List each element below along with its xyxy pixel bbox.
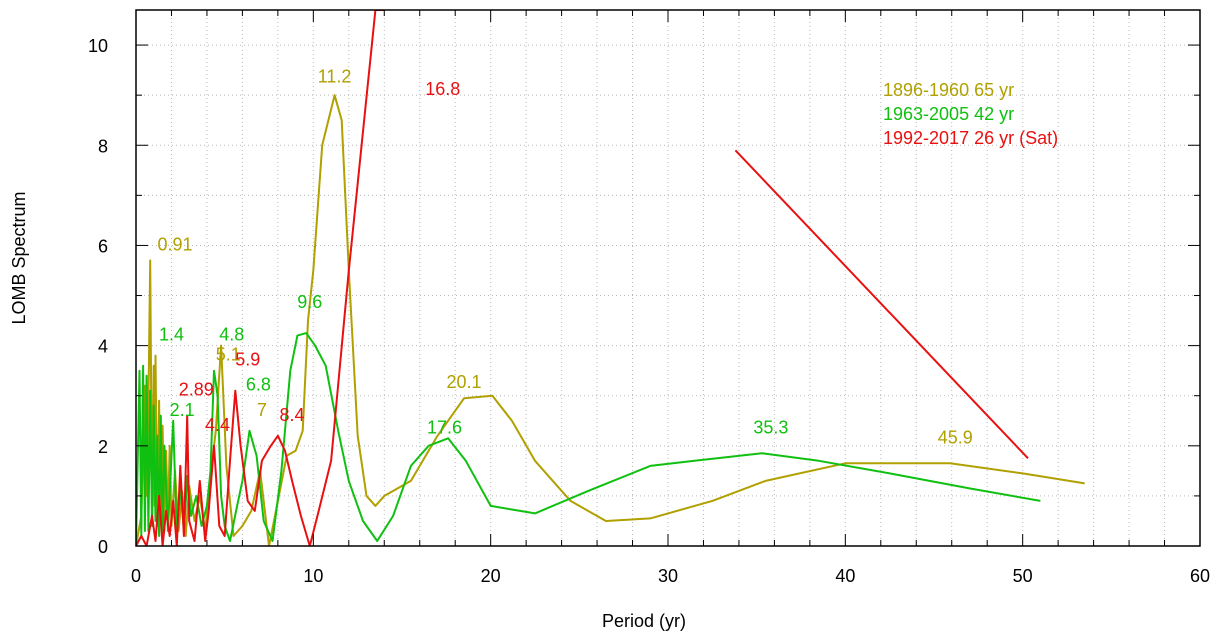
peak-label: 4.8 [219, 325, 244, 345]
series-line-0 [136, 94, 1085, 546]
y-tick-label: 6 [98, 236, 108, 256]
y-tick-label: 8 [98, 136, 108, 156]
x-tick-label: 50 [1013, 566, 1033, 586]
y-axis-label: LOMB Spectrum [9, 191, 29, 324]
legend-entry: 1963-2005 42 yr [883, 104, 1014, 124]
peak-label: 11.2 [318, 67, 352, 87]
x-tick-label: 40 [835, 566, 855, 586]
peak-label: 45.9 [938, 427, 973, 447]
x-tick-label: 10 [303, 566, 323, 586]
y-tick-label: 0 [98, 537, 108, 557]
x-tick-label: 30 [658, 566, 678, 586]
legend-entry: 1992-2017 26 yr (Sat) [883, 128, 1058, 148]
peak-label: 6.8 [246, 375, 271, 395]
peak-label: 1.4 [159, 325, 184, 345]
series-line-3 [734, 149, 1029, 459]
peak-label: 17.6 [427, 417, 462, 437]
legend: 1896-1960 65 yr 1963-2005 42 yr 1992-2017 … [883, 80, 1058, 148]
x-tick-label: 20 [481, 566, 501, 586]
legend-entry: 1896-1960 65 yr [883, 80, 1014, 100]
peak-label: 8.4 [280, 405, 305, 425]
y-tick-label: 10 [88, 36, 108, 56]
y-tick-label: 4 [98, 337, 108, 357]
peak-label: 2.1 [170, 400, 195, 420]
peak-label: 2.89 [179, 380, 214, 400]
x-tick-label: 0 [131, 566, 141, 586]
peak-label: 7 [257, 400, 267, 420]
series-line-2 [136, 10, 385, 546]
peak-label: 4.4 [205, 415, 230, 435]
plot-border [135, 9, 1201, 547]
peak-label: 16.8 [425, 79, 460, 99]
peak-label: 20.1 [447, 372, 482, 392]
x-axis-label: Period (yr) [602, 611, 686, 631]
peak-label: 5.1 [216, 345, 241, 365]
grid [136, 10, 1200, 546]
tick-labels: 0 10 20 30 40 50 60 0 2 4 6 8 10 [88, 36, 1210, 586]
peak-label: 5.9 [235, 350, 260, 370]
annotations: 11.2 16.8 0.91 9.6 1.4 4.85.15.9 2.89 6.8 2.1 7 8.… [157, 67, 972, 448]
peak-label: 35.3 [753, 417, 788, 437]
plot-frame [135, 9, 1201, 547]
y-tick-label: 2 [98, 437, 108, 457]
series-group [136, 10, 1085, 546]
x-tick-label: 60 [1190, 566, 1210, 586]
peak-label: 0.91 [157, 234, 192, 254]
series-line-1 [136, 332, 1041, 546]
peak-label: 9.6 [297, 292, 322, 312]
